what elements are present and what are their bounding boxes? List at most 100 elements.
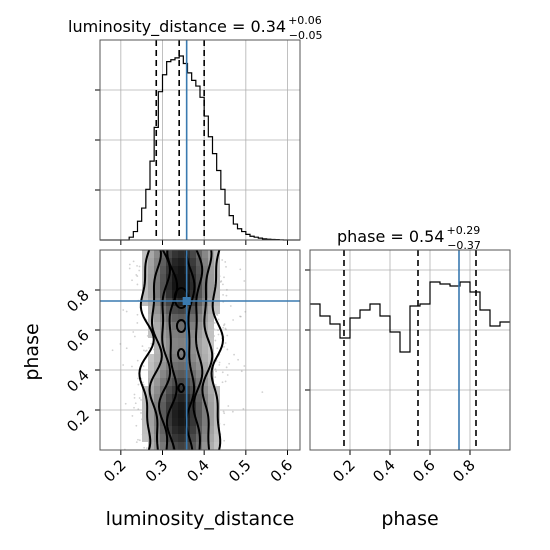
sample-point xyxy=(223,323,226,326)
density-contour-island xyxy=(177,348,186,360)
sample-point xyxy=(223,423,226,426)
sample-point xyxy=(225,366,228,369)
density-cell xyxy=(202,410,208,418)
density-cell xyxy=(202,354,208,362)
density-cell xyxy=(178,370,184,378)
sample-point xyxy=(131,365,133,368)
sample-point xyxy=(227,405,230,407)
density-cell xyxy=(160,394,166,402)
density-cell xyxy=(166,386,172,394)
title-phase: phase = 0.54 +0.29 −0.37 xyxy=(337,224,481,252)
density-cell xyxy=(160,354,166,362)
density-cell xyxy=(166,250,172,258)
sample-point xyxy=(131,415,134,417)
sample-point xyxy=(232,319,235,321)
density-cell xyxy=(178,266,184,274)
density-contour-island xyxy=(175,319,187,333)
density-cell xyxy=(160,258,166,266)
sample-point xyxy=(221,371,224,374)
sample-point xyxy=(217,333,220,336)
density-cell xyxy=(178,394,184,402)
sample-point xyxy=(233,353,235,356)
luminosity-distance-histogram xyxy=(95,39,301,245)
sample-point xyxy=(225,328,227,331)
sample-point xyxy=(226,334,229,337)
density-cell xyxy=(190,354,196,362)
density-cell xyxy=(166,402,172,410)
sample-point xyxy=(128,263,131,266)
density-cell xyxy=(148,282,154,290)
density-cell xyxy=(202,258,208,266)
density-cell xyxy=(154,290,160,298)
density-cell xyxy=(142,394,148,402)
phase-hist-xtick-label: 0.6 xyxy=(409,456,439,486)
density-cell xyxy=(208,410,214,418)
sample-point xyxy=(138,269,141,272)
sample-point xyxy=(214,339,217,342)
sample-point xyxy=(223,345,225,348)
title-luminosity-distance: luminosity_distance = 0.34 +0.06 −0.05 xyxy=(68,14,323,42)
density-cell xyxy=(208,290,214,298)
sample-point xyxy=(132,331,135,333)
sample-point xyxy=(223,412,226,415)
density-cell xyxy=(148,274,154,282)
density-cell xyxy=(166,346,172,354)
density-xtick-label: 0.2 xyxy=(100,456,130,486)
sample-point xyxy=(138,265,141,268)
density-cell xyxy=(148,442,154,450)
density-cell xyxy=(196,338,202,346)
density-cell xyxy=(172,338,178,346)
density-cell xyxy=(202,386,208,394)
density-cell xyxy=(172,322,178,330)
density-cell xyxy=(166,306,172,314)
x-axis-label-phase: phase xyxy=(381,508,438,530)
sample-point xyxy=(111,349,114,352)
sample-point xyxy=(214,384,217,386)
density-cell xyxy=(196,402,202,410)
sample-point xyxy=(131,279,133,282)
sample-point xyxy=(133,335,136,338)
sample-point xyxy=(228,362,231,365)
title-luminosity-distance-upper: +0.06 xyxy=(288,14,322,27)
density-cell xyxy=(196,298,202,306)
density-cell xyxy=(160,362,166,370)
density-cell xyxy=(196,274,202,282)
density-cell xyxy=(154,250,160,258)
sample-point xyxy=(144,350,147,353)
phase-hist-frame xyxy=(309,249,511,451)
density-cell xyxy=(172,306,178,314)
sample-point xyxy=(128,267,131,270)
sample-point xyxy=(145,349,148,352)
sample-point xyxy=(135,273,138,276)
density-cell xyxy=(190,338,196,346)
density-cell xyxy=(166,418,172,426)
density-cell xyxy=(196,370,202,378)
density-contour-right xyxy=(201,250,214,450)
sample-point xyxy=(137,408,140,411)
sample-point xyxy=(224,327,227,330)
density-cell xyxy=(172,266,178,274)
sample-point xyxy=(223,276,225,279)
density-cell xyxy=(208,426,214,434)
density-cell xyxy=(148,386,154,394)
sample-point xyxy=(240,370,243,373)
sample-point xyxy=(143,446,146,449)
ld-histogram-line xyxy=(100,55,300,241)
density-cell xyxy=(178,306,184,314)
ld-phase-density-panel: 0.2 0.3 0.4 0.5 0.6 0.2 0.4 0.6 0.8 xyxy=(63,249,301,486)
density-cell xyxy=(172,314,178,322)
density-cell xyxy=(208,274,214,282)
density-cell xyxy=(178,426,184,434)
density-cell xyxy=(148,354,154,362)
density-cell xyxy=(172,410,178,418)
density-cell xyxy=(166,378,172,386)
sample-point xyxy=(215,313,218,316)
density-cell xyxy=(148,298,154,306)
density-cell xyxy=(154,314,160,322)
density-cell xyxy=(202,338,208,346)
phase-hist-xtick-label: 0.2 xyxy=(329,456,359,486)
density-contour-right xyxy=(210,250,225,450)
density-cell xyxy=(214,282,220,290)
sample-point xyxy=(231,410,234,413)
